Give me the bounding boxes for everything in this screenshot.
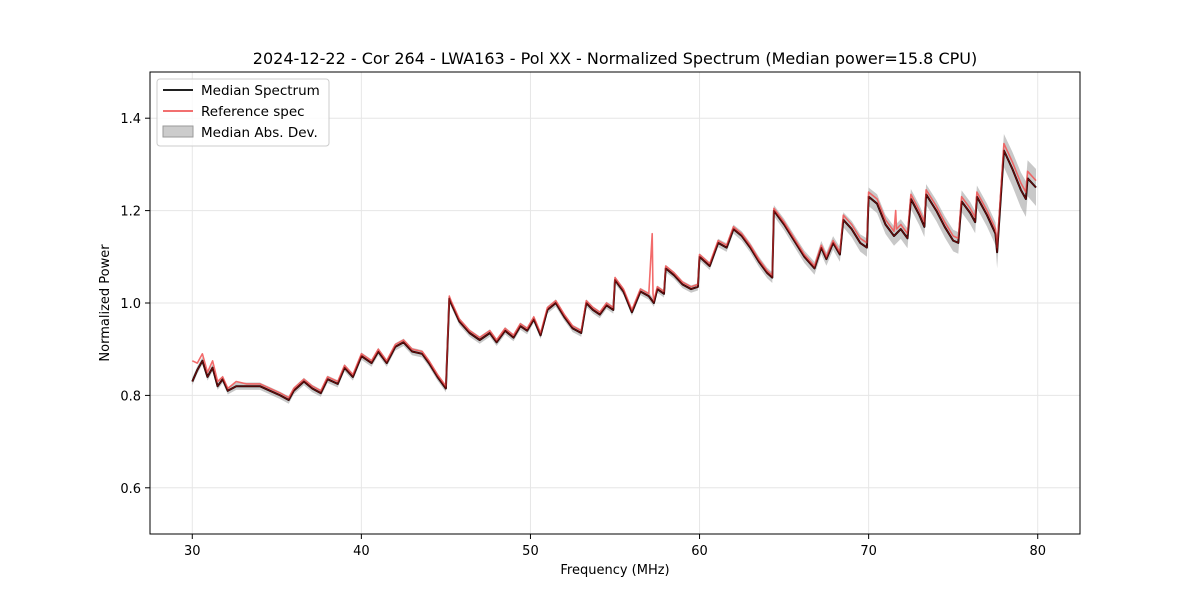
- legend-mad-label: Median Abs. Dev.: [201, 125, 318, 141]
- legend-box: [156, 78, 330, 147]
- y-tick-label: 1.4: [120, 112, 141, 127]
- x-axis-label: Frequency (MHz): [560, 563, 669, 578]
- legend-mad-swatch: [162, 125, 194, 138]
- y-tick-label: 1.2: [120, 205, 141, 220]
- y-tick-label: 0.8: [120, 389, 141, 404]
- x-tick-label: 50: [522, 544, 539, 559]
- x-tick-label: 30: [184, 544, 201, 559]
- x-tick-label: 40: [353, 544, 370, 559]
- x-tick-label: 70: [860, 544, 877, 559]
- y-tick-label: 0.6: [120, 482, 141, 497]
- legend-median-label: Median Spectrum: [201, 83, 320, 99]
- x-tick-label: 60: [691, 544, 708, 559]
- x-tick-label: 80: [1029, 544, 1046, 559]
- y-axis-ticks: 0.6 0.8 1.0 1.2 1.4: [120, 112, 150, 497]
- y-axis-label: Normalized Power: [98, 244, 113, 362]
- series-overlap: [191, 149, 1037, 401]
- legend-reference-label: Reference spec: [201, 104, 305, 120]
- legend: Median Spectrum Reference spec Median Ab…: [156, 78, 330, 147]
- x-axis-ticks: 30 40 50 60 70 80: [184, 534, 1046, 559]
- y-tick-label: 1.0: [120, 297, 141, 312]
- chart-title: 2024-12-22 - Cor 264 - LWA163 - Pol XX -…: [253, 49, 977, 68]
- series: [191, 142, 1037, 401]
